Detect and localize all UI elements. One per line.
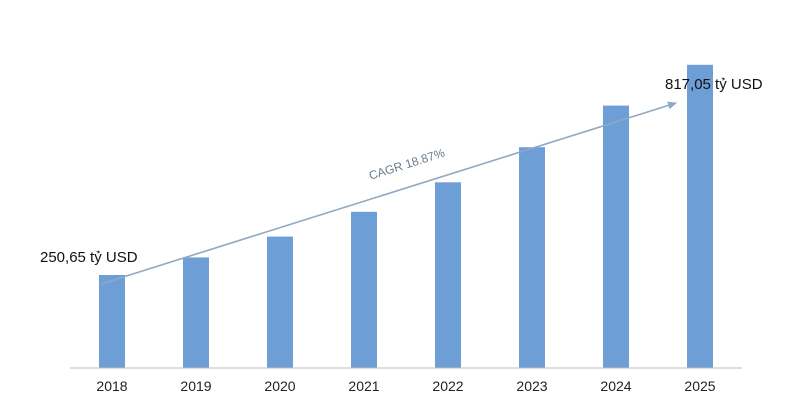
bar-2019 <box>183 257 209 368</box>
cagr-annotation: CAGR 18.87% <box>367 146 447 183</box>
cagr-arrow <box>100 101 677 285</box>
bar-2024 <box>603 105 629 368</box>
x-axis-ticks: 2018 2019 2020 2021 2022 2023 2024 2025 <box>96 378 715 394</box>
bars-layer <box>99 64 713 369</box>
x-tick-label-2023: 2023 <box>516 378 547 394</box>
bar-2018 <box>99 275 125 368</box>
x-tick-label-2021: 2021 <box>348 378 379 394</box>
bar-2021 <box>351 211 377 368</box>
x-tick-label-2018: 2018 <box>96 378 127 394</box>
x-tick-label-2025: 2025 <box>684 378 715 394</box>
data-label-first: 250,65 tỷ USD <box>40 249 138 266</box>
x-tick-label-2019: 2019 <box>180 378 211 394</box>
x-tick-label-2022: 2022 <box>432 378 463 394</box>
bar-2022 <box>435 182 461 368</box>
x-tick-label-2020: 2020 <box>264 378 295 394</box>
x-tick-label-2024: 2024 <box>600 378 631 394</box>
bar-2025 <box>687 64 713 369</box>
bar-2020 <box>267 236 293 368</box>
data-label-last: 817,05 tỷ USD <box>665 76 763 93</box>
bar-2023 <box>519 147 545 368</box>
